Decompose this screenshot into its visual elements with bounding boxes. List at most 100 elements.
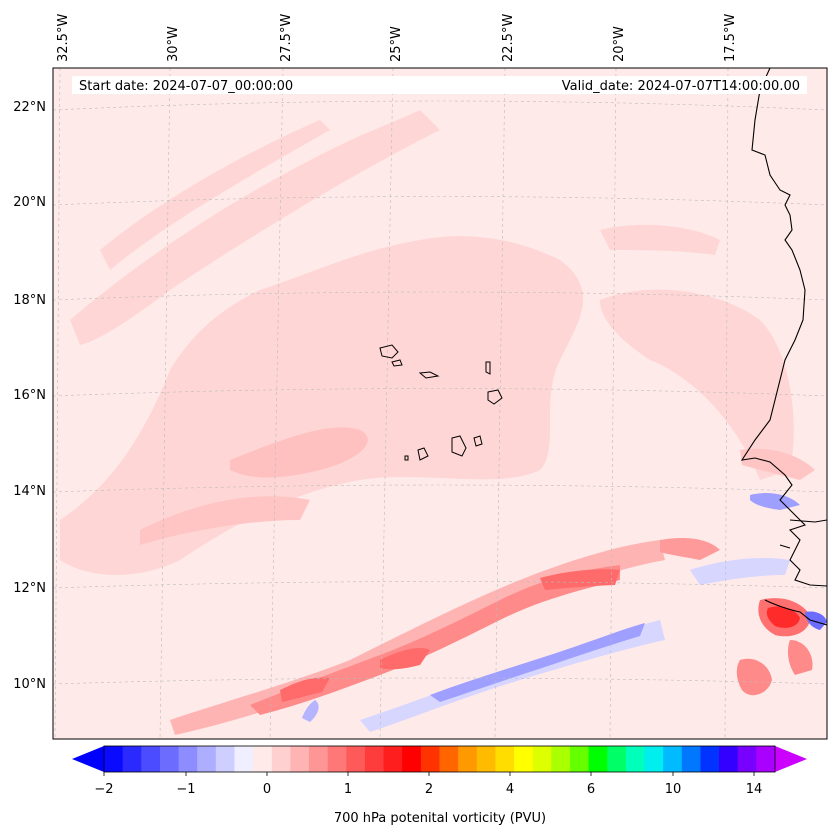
colorbar-segment <box>495 746 515 772</box>
lat-label: 10°N <box>13 677 46 692</box>
colorbar-segment <box>402 746 422 772</box>
start-date-text: Start date: 2024-07-07_00:00:00 <box>79 79 293 94</box>
colorbar-segment <box>383 746 403 772</box>
island-fogo <box>417 447 429 461</box>
colorbar-tick-label: 2 <box>425 782 433 797</box>
colorbar-segment <box>625 746 646 772</box>
lon-label: 32.5°W <box>56 14 71 62</box>
colorbar-segment <box>122 746 142 772</box>
colorbar-segment <box>234 746 254 772</box>
lon-label: 30°W <box>166 26 181 62</box>
colorbar-segment <box>346 746 366 772</box>
colorbar-segment <box>458 746 478 772</box>
pv-core-1 <box>380 648 430 670</box>
pv-cell-south <box>736 658 772 696</box>
colorbar-segment <box>309 746 329 772</box>
colorbar-ticks <box>103 772 755 776</box>
header-box: Start date: 2024-07-07_00:00:00 Valid_da… <box>72 76 807 94</box>
island-sal <box>485 361 491 375</box>
colorbar-frame <box>103 745 776 773</box>
lon-label: 27.5°W <box>279 14 294 62</box>
graticule <box>53 68 827 739</box>
colorbar-segment <box>197 746 217 772</box>
colorbar-tick-label: 0 <box>263 782 271 797</box>
pv-cell-coast-inner <box>766 606 800 628</box>
valid-date-text: Valid_date: 2024-07-07T14:00:00.00 <box>562 79 800 94</box>
colorbar-tick-label: −1 <box>176 782 195 797</box>
lon-label: 17.5°W <box>723 14 738 62</box>
colorbar-segment <box>141 746 161 772</box>
colorbar-segment <box>663 746 683 772</box>
lon-label: 22.5°W <box>501 14 516 62</box>
colorbar-segment <box>178 746 198 772</box>
colorbar-tick-labels: −2 −1 0 1 2 4 6 10 14 <box>94 782 762 797</box>
colorbar: −2 −1 0 1 2 4 6 10 14 700 hPa potenital … <box>72 745 807 826</box>
pv-trough-west <box>302 700 319 722</box>
colorbar-segment <box>719 746 739 772</box>
colorbar-segment <box>644 746 664 772</box>
pv-patch-west <box>140 496 310 545</box>
colorbar-segment <box>756 746 776 772</box>
colorbar-segment <box>327 746 347 772</box>
pv-ridge-middle <box>250 565 620 715</box>
colorbar-segment <box>439 746 459 772</box>
lat-label: 16°N <box>13 388 46 403</box>
colorbar-segment <box>569 746 590 772</box>
coastline <box>740 68 827 626</box>
pv-patch-northeast <box>600 224 720 255</box>
colorbar-segment <box>607 746 627 772</box>
cape-verde-islands <box>379 344 503 461</box>
colorbar-segment <box>215 746 235 772</box>
lat-label: 20°N <box>13 195 46 210</box>
colorbar-segment <box>588 746 608 772</box>
colorbar-segment <box>476 746 496 772</box>
colorbar-extend-max <box>775 746 807 772</box>
lat-label: 22°N <box>13 100 46 115</box>
island-santo-antao <box>379 344 399 359</box>
pv-trough-east <box>690 558 790 585</box>
colorbar-segment <box>290 746 310 772</box>
colorbar-tick-label: 6 <box>587 782 595 797</box>
colorbar-tick-label: 1 <box>344 782 352 797</box>
colorbar-tick-label: 10 <box>665 782 682 797</box>
pv-patch-coast <box>740 448 815 480</box>
pv-cell-southeast <box>787 640 813 675</box>
pv-cell-coast-negative <box>805 611 827 630</box>
header-background <box>72 76 807 94</box>
colorbar-segments <box>104 746 776 772</box>
colorbar-segment <box>737 746 757 772</box>
lon-label: 20°W <box>612 26 627 62</box>
colorbar-tick-label: 4 <box>506 782 514 797</box>
colorbar-segment <box>420 746 440 772</box>
pv-core-3 <box>280 677 330 702</box>
longitude-labels: 32.5°W 30°W 27.5°W 25°W 22.5°W 20°W 17.5… <box>56 14 738 62</box>
pv-band-northwest <box>70 110 440 345</box>
colorbar-segment <box>700 746 720 772</box>
colorbar-segment <box>253 746 273 772</box>
colorbar-label: 700 hPa potenital vorticity (PVU) <box>334 811 546 826</box>
pv-band-north <box>100 120 330 270</box>
colorbar-tick-label: −2 <box>94 782 113 797</box>
pv-core-2 <box>540 569 620 590</box>
map-frame <box>52 67 828 740</box>
island-brava <box>404 455 409 461</box>
island-boa-vista <box>487 389 503 405</box>
colorbar-segment <box>514 746 534 772</box>
pv-plume-main <box>60 236 584 575</box>
map-panel <box>52 67 828 740</box>
latitude-labels: 22°N 20°N 18°N 16°N 14°N 12°N 10°N <box>13 100 46 692</box>
colorbar-extend-min <box>72 746 104 772</box>
lon-label: 25°W <box>389 26 404 62</box>
colorbar-segment <box>681 746 701 772</box>
lat-label: 12°N <box>13 581 46 596</box>
colorbar-segment <box>551 746 571 772</box>
colorbar-segment <box>159 746 180 772</box>
colorbar-segment <box>364 746 385 772</box>
lat-label: 18°N <box>13 293 46 308</box>
colorbar-segment <box>104 746 124 772</box>
island-sao-nicolau <box>418 371 440 379</box>
pv-core-4 <box>660 538 720 560</box>
pv-field <box>60 110 827 735</box>
pv-patch-east <box>600 289 794 480</box>
